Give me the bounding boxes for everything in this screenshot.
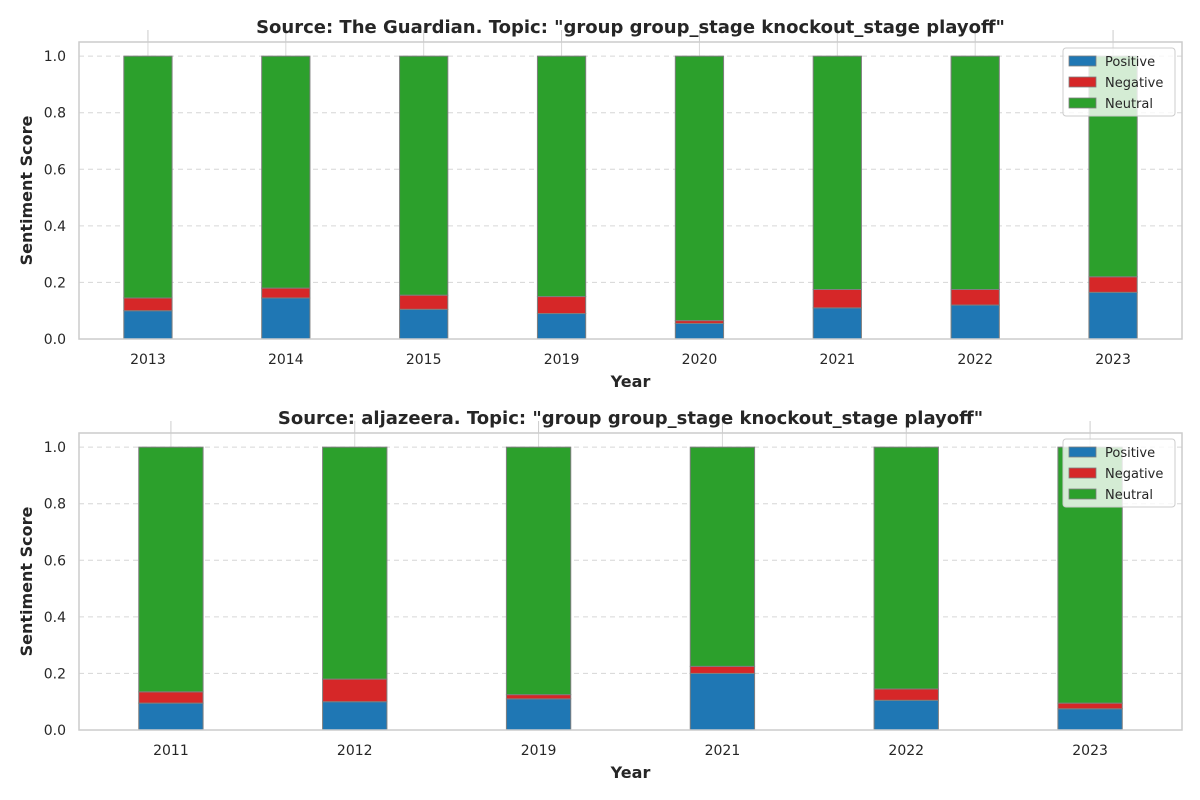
legend-swatch-neutral — [1068, 97, 1097, 109]
y-tick-label: 1.0 — [44, 440, 66, 456]
bar-neutral-2019 — [536, 55, 587, 298]
bar-negative-2022 — [873, 688, 939, 701]
legend-label-neutral: Neutral — [1105, 488, 1153, 503]
bar-positive-2022 — [950, 304, 1000, 340]
legend-label-negative: Negative — [1105, 76, 1163, 91]
x-tick-label: 2019 — [544, 352, 580, 368]
bar-neutral-2020 — [674, 55, 725, 322]
bar-neutral-2019 — [505, 446, 572, 696]
y-axis-label: Sentiment Score — [17, 506, 36, 656]
legend: Positive Negative Neutral — [1062, 47, 1176, 117]
legend-swatch-negative — [1068, 467, 1097, 479]
y-tick-label: 0.8 — [44, 106, 66, 122]
x-tick-label: 2021 — [819, 352, 855, 368]
x-axis-label: Year — [610, 763, 651, 782]
bar-negative-2013 — [123, 297, 173, 312]
bar-positive-2019 — [505, 698, 572, 731]
y-tick-label: 0.8 — [44, 497, 66, 513]
x-axis-label: Year — [610, 372, 651, 391]
bar-negative-2019 — [536, 296, 587, 315]
x-tick-label: 2023 — [1095, 352, 1131, 368]
bar-positive-2020 — [674, 322, 725, 340]
bar-neutral-2012 — [322, 446, 388, 680]
y-axis-label: Sentiment Score — [17, 115, 36, 265]
chart-title: Source: aljazeera. Topic: "group group_s… — [278, 408, 983, 429]
bar-negative-2021 — [689, 665, 756, 674]
y-tick-label: 0.2 — [44, 666, 66, 682]
plot-area — [79, 433, 1182, 730]
bar-negative-2022 — [950, 289, 1000, 306]
bar-positive-2021 — [689, 672, 756, 731]
bar-positive-2023 — [1088, 291, 1138, 340]
bar-neutral-2014 — [261, 55, 311, 289]
legend-swatch-positive — [1068, 55, 1097, 67]
axes-frame — [78, 41, 1183, 340]
bar-neutral-2021 — [689, 446, 756, 667]
x-tick-label: 2015 — [406, 352, 442, 368]
bar-positive-2019 — [536, 313, 587, 340]
bar-neutral-2011 — [138, 446, 204, 693]
x-tick-label: 2022 — [888, 743, 924, 759]
bar-negative-2021 — [812, 289, 862, 309]
bar-neutral-2013 — [123, 55, 173, 299]
legend-swatch-neutral — [1068, 488, 1097, 500]
bar-positive-2021 — [812, 307, 862, 340]
legend-label-negative: Negative — [1105, 467, 1163, 482]
bar-negative-2012 — [322, 678, 388, 703]
bar-negative-2023 — [1088, 276, 1138, 293]
x-tick-label: 2014 — [268, 352, 304, 368]
bar-positive-2012 — [322, 701, 388, 731]
subplot-1: 0.0 0.2 0.4 0.6 0.8 1.0 2013 2014 2015 2019 2020 20… — [17, 17, 1183, 391]
y-tick-label: 0.0 — [44, 723, 66, 739]
y-tick-label: 0.6 — [44, 553, 66, 569]
y-tick-label: 1.0 — [44, 49, 66, 65]
bar-positive-2022 — [873, 699, 939, 731]
x-tick-label: 2022 — [957, 352, 993, 368]
y-tick-label: 0.0 — [44, 332, 66, 348]
bar-neutral-2015 — [399, 55, 449, 296]
axes-frame — [78, 432, 1183, 731]
bar-positive-2013 — [123, 310, 173, 340]
legend-swatch-negative — [1068, 76, 1097, 88]
y-tick-label: 0.2 — [44, 275, 66, 291]
legend: Positive Negative Neutral — [1062, 438, 1176, 508]
subplot-2: 0.0 0.2 0.4 0.6 0.8 1.0 2011 2012 2019 2021 2022 20… — [17, 408, 1183, 782]
chart-title: Source: The Guardian. Topic: "group grou… — [256, 17, 1005, 38]
bar-positive-2015 — [399, 308, 449, 340]
x-tick-label: 2020 — [682, 352, 718, 368]
legend-label-positive: Positive — [1105, 446, 1155, 461]
bar-neutral-2022 — [950, 55, 1000, 291]
legend-label-positive: Positive — [1105, 55, 1155, 70]
bar-neutral-2022 — [873, 446, 939, 690]
bar-negative-2011 — [138, 691, 204, 704]
plot-area — [79, 42, 1182, 339]
x-tick-label: 2013 — [130, 352, 166, 368]
bar-positive-2011 — [138, 702, 204, 731]
bar-negative-2023 — [1057, 702, 1123, 710]
bar-negative-2019 — [505, 694, 572, 700]
x-tick-label: 2011 — [153, 743, 189, 759]
x-tick-label: 2019 — [521, 743, 557, 759]
bar-positive-2023 — [1057, 708, 1123, 731]
legend-swatch-positive — [1068, 446, 1097, 458]
y-tick-label: 0.4 — [44, 219, 66, 235]
x-tick-label: 2021 — [705, 743, 741, 759]
bar-neutral-2021 — [812, 55, 862, 291]
x-tick-label: 2012 — [337, 743, 373, 759]
y-tick-label: 0.4 — [44, 610, 66, 626]
bar-negative-2015 — [399, 294, 449, 310]
bar-positive-2014 — [261, 297, 311, 340]
bar-negative-2014 — [261, 287, 311, 299]
x-tick-label: 2023 — [1072, 743, 1108, 759]
legend-label-neutral: Neutral — [1105, 97, 1153, 112]
y-tick-label: 0.6 — [44, 162, 66, 178]
